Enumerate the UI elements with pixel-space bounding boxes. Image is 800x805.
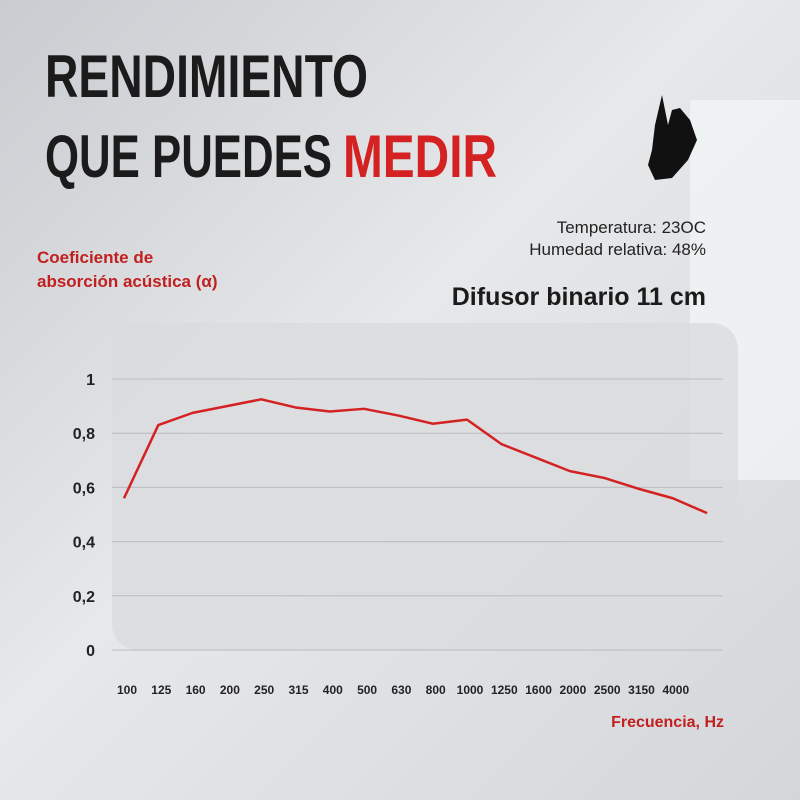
headline: RENDIMIENTO xyxy=(45,43,368,110)
x-tick-label: 160 xyxy=(186,683,206,697)
hand-icon xyxy=(648,95,697,180)
y-tick-label: 0,4 xyxy=(73,535,95,552)
annotation: Temperatura: 23OC xyxy=(557,218,706,237)
x-tick-label: 125 xyxy=(151,683,171,697)
x-tick-label: 500 xyxy=(357,683,377,697)
x-tick-label: 2000 xyxy=(560,683,587,697)
x-tick-label: 800 xyxy=(426,683,446,697)
x-tick-label: 1600 xyxy=(525,683,552,697)
data-line xyxy=(122,398,708,515)
x-tick-label: 2500 xyxy=(594,683,621,697)
headline-highlight: MEDIR xyxy=(343,123,497,190)
y-tick-label: 0,6 xyxy=(73,480,95,497)
annotation: Humedad relativa: 48% xyxy=(529,240,706,259)
x-tick-label: 315 xyxy=(288,683,308,697)
x-tick-label: 400 xyxy=(323,683,343,697)
plot-panel xyxy=(112,323,738,650)
headline: QUE PUEDES xyxy=(45,123,332,190)
x-tick-label: 3150 xyxy=(628,683,655,697)
x-tick-label: 1250 xyxy=(491,683,518,697)
x-tick-label: 630 xyxy=(391,683,411,697)
x-tick-label: 4000 xyxy=(662,683,689,697)
x-tick-label: 200 xyxy=(220,683,240,697)
x-tick-label: 250 xyxy=(254,683,274,697)
y-tick-label: 1 xyxy=(86,372,95,389)
y-tick-label: 0 xyxy=(86,643,95,660)
chart-title: Difusor binario 11 cm xyxy=(452,283,706,311)
x-tick-label: 100 xyxy=(117,683,137,697)
x-tick-label: 1000 xyxy=(457,683,484,697)
y-axis-label: absorción acústica (α) xyxy=(37,272,218,291)
x-axis-label: Frecuencia, Hz xyxy=(611,714,724,731)
y-tick-label: 0,2 xyxy=(73,589,95,606)
y-axis-label: Coeficiente de xyxy=(37,248,153,267)
y-tick-label: 0,8 xyxy=(73,426,95,443)
